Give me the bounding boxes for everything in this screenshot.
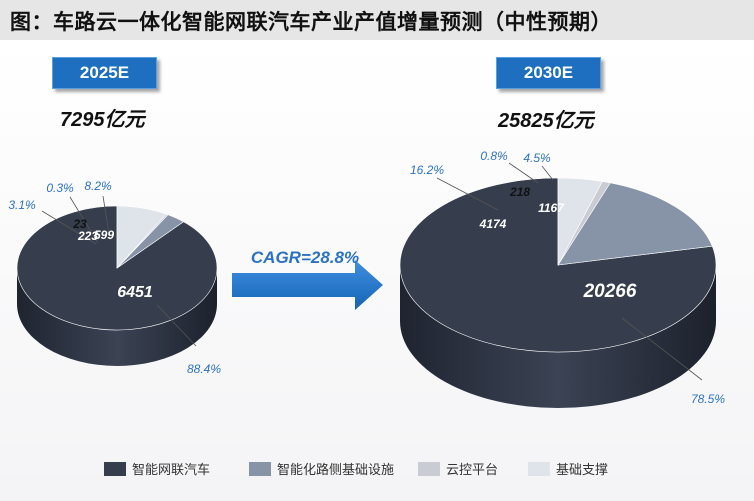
total-2025: 7295亿元 — [60, 109, 145, 131]
value-label: 20266 — [583, 281, 637, 302]
percent-label: 16.2% — [410, 163, 444, 177]
title-bar: 图：车路云一体化智能网联汽车产业产值增量预测（中性预期） — [0, 0, 754, 40]
value-label: 6451 — [117, 284, 153, 301]
percent-label: 0.3% — [46, 181, 74, 195]
value-label: 223 — [77, 229, 98, 243]
leader-line — [508, 162, 539, 184]
value-label: 1167 — [538, 201, 565, 215]
leader-line — [69, 196, 99, 244]
value-label: 4174 — [479, 217, 507, 231]
leader-line — [156, 304, 197, 347]
value-label: 218 — [509, 185, 530, 199]
legend-label: 智能网联汽车 — [132, 462, 210, 478]
pie-side — [17, 268, 217, 366]
legend-label: 基础支撑 — [556, 463, 608, 478]
legend-swatch — [249, 462, 271, 476]
pie-slice — [557, 182, 713, 266]
year-label-2025: 2025E — [52, 57, 157, 89]
leader-line — [436, 177, 499, 211]
pie-2030E: 20266 4174 218 1167 78.5% 16.2% 0.8% 4.5% — [399, 149, 725, 408]
legend-item: 云控平台 — [418, 462, 498, 478]
legend-item: 智能网联汽车 — [104, 462, 210, 478]
total-2030: 25825亿元 — [498, 110, 594, 132]
legend-swatch — [104, 462, 126, 476]
leader-line — [621, 317, 703, 381]
value-label: 599 — [94, 228, 114, 242]
percent-label: 88.4% — [187, 362, 221, 376]
chart-title: 图：车路云一体化智能网联汽车产业产值增量预测（中性预期） — [10, 9, 612, 34]
cagr-label: CAGR=28.8% — [251, 248, 359, 267]
legend-label: 智能化路侧基础设施 — [277, 462, 394, 478]
pie-slice — [557, 177, 603, 266]
legend-swatch — [418, 462, 440, 476]
legend-item: 基础支撑 — [528, 462, 608, 478]
leader-line — [541, 165, 554, 181]
percent-label: 0.8% — [480, 149, 508, 163]
leader-line — [102, 195, 111, 241]
year-label-2030: 2030E — [496, 57, 601, 89]
percent-label: 8.2% — [84, 179, 112, 193]
legend-swatch — [528, 462, 550, 476]
legend-item: 智能化路侧基础设施 — [249, 462, 394, 478]
legend-label: 云控平台 — [446, 463, 498, 478]
arrow-shape — [232, 260, 383, 310]
percent-label: 78.5% — [691, 392, 725, 406]
pie-side — [400, 265, 716, 408]
value-label: 23 — [72, 217, 87, 231]
percent-label: 3.1% — [8, 198, 36, 212]
leader-line — [41, 210, 97, 245]
percent-label: 4.5% — [523, 151, 551, 165]
legend: 智能网联汽车 智能化路侧基础设施 云控平台 基础支撑 — [104, 462, 608, 478]
pie-slice — [116, 205, 167, 269]
cagr-arrow: CAGR=28.8% — [232, 248, 383, 310]
